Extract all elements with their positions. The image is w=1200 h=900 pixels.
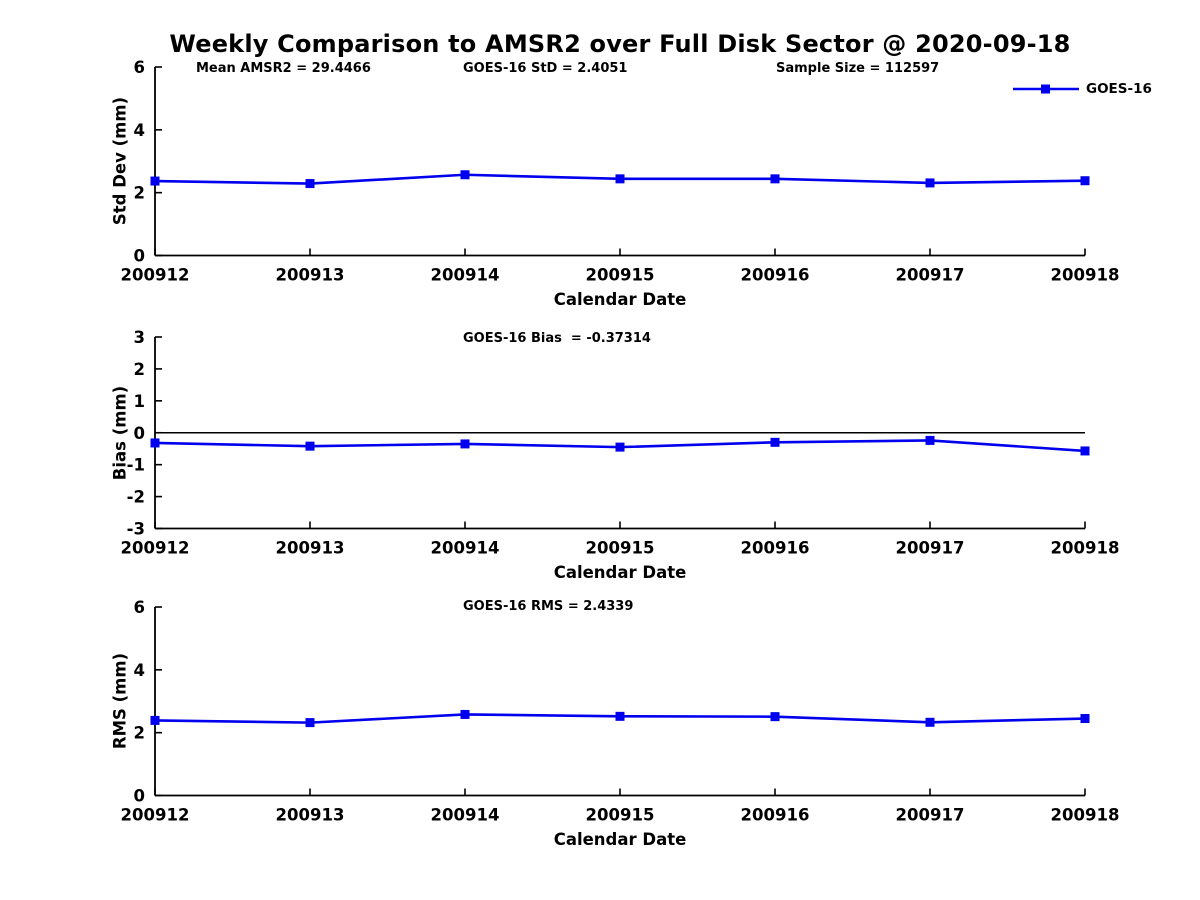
data-point-marker	[150, 715, 160, 725]
x-tick-label: 200914	[431, 266, 500, 285]
x-tick-label: 200918	[1051, 539, 1120, 558]
stat-goes16-bias: GOES-16 Bias = -0.37314	[463, 331, 651, 346]
y-tick-label: 2	[134, 184, 145, 203]
data-point-marker	[925, 178, 935, 188]
x-tick-label: 200916	[741, 539, 810, 558]
x-tick-label: 200916	[741, 806, 810, 825]
figure-title: Weekly Comparison to AMSR2 over Full Dis…	[169, 30, 1071, 58]
data-point-marker	[1080, 176, 1090, 186]
x-tick-label: 200912	[121, 266, 190, 285]
y-tick-label: 6	[134, 598, 145, 617]
data-point-marker	[770, 174, 780, 184]
data-point-marker	[460, 709, 470, 719]
y-tick-label: 2	[134, 360, 145, 379]
x-tick-label: 200917	[896, 539, 965, 558]
legend-line-marker-icon	[1013, 84, 1079, 94]
y-tick-label: 4	[134, 121, 145, 140]
y-tick-label: 1	[134, 392, 145, 411]
y-tick-label: 4	[134, 661, 145, 680]
data-point-marker	[150, 438, 160, 448]
data-point-marker	[1080, 714, 1090, 724]
x-tick-label: 200913	[276, 266, 345, 285]
legend-label: GOES-16	[1086, 81, 1152, 97]
data-point-marker	[305, 441, 315, 451]
data-point-marker	[925, 435, 935, 445]
stat-mean-amsr2: Mean AMSR2 = 29.4466	[196, 61, 371, 76]
x-tick-label: 200914	[431, 539, 500, 558]
data-point-marker	[615, 174, 625, 184]
stat-goes16-std: GOES-16 StD = 2.4051	[463, 61, 628, 76]
data-point-marker	[770, 712, 780, 722]
x-tick-label: 200913	[276, 539, 345, 558]
data-point-marker	[305, 179, 315, 189]
xlabel-calendar-date-3: Calendar Date	[553, 830, 687, 849]
x-tick-label: 200917	[896, 806, 965, 825]
stat-sample-size: Sample Size = 112597	[776, 61, 940, 76]
x-tick-label: 200912	[121, 806, 190, 825]
y-tick-label: -1	[127, 456, 145, 475]
data-point-marker	[305, 718, 315, 728]
x-tick-label: 200917	[896, 266, 965, 285]
xlabel-calendar-date-1: Calendar Date	[553, 290, 687, 309]
legend: GOES-16	[1013, 81, 1152, 97]
y-tick-label: 0	[134, 424, 145, 443]
y-tick-label: 6	[134, 58, 145, 77]
y-tick-label: 0	[134, 247, 145, 266]
x-tick-label: 200918	[1051, 266, 1120, 285]
x-tick-label: 200913	[276, 806, 345, 825]
data-point-marker	[615, 711, 625, 721]
y-tick-label: 3	[134, 328, 145, 347]
data-point-marker	[770, 437, 780, 447]
xlabel-calendar-date-2: Calendar Date	[553, 563, 687, 582]
x-tick-label: 200916	[741, 266, 810, 285]
data-point-marker	[925, 717, 935, 727]
x-tick-label: 200915	[586, 539, 655, 558]
y-tick-label: 2	[134, 724, 145, 743]
x-tick-label: 200914	[431, 806, 500, 825]
x-tick-label: 200915	[586, 266, 655, 285]
y-tick-label: -3	[127, 520, 145, 539]
data-point-marker	[460, 439, 470, 449]
data-point-marker	[615, 442, 625, 452]
y-tick-label: 0	[134, 787, 145, 806]
x-tick-label: 200912	[121, 539, 190, 558]
data-point-marker	[460, 170, 470, 180]
x-tick-label: 200915	[586, 806, 655, 825]
data-point-marker	[150, 176, 160, 186]
data-point-marker	[1080, 446, 1090, 456]
y-tick-label: -2	[127, 488, 145, 507]
x-tick-label: 200918	[1051, 806, 1120, 825]
stat-goes16-rms: GOES-16 RMS = 2.4339	[463, 599, 634, 614]
